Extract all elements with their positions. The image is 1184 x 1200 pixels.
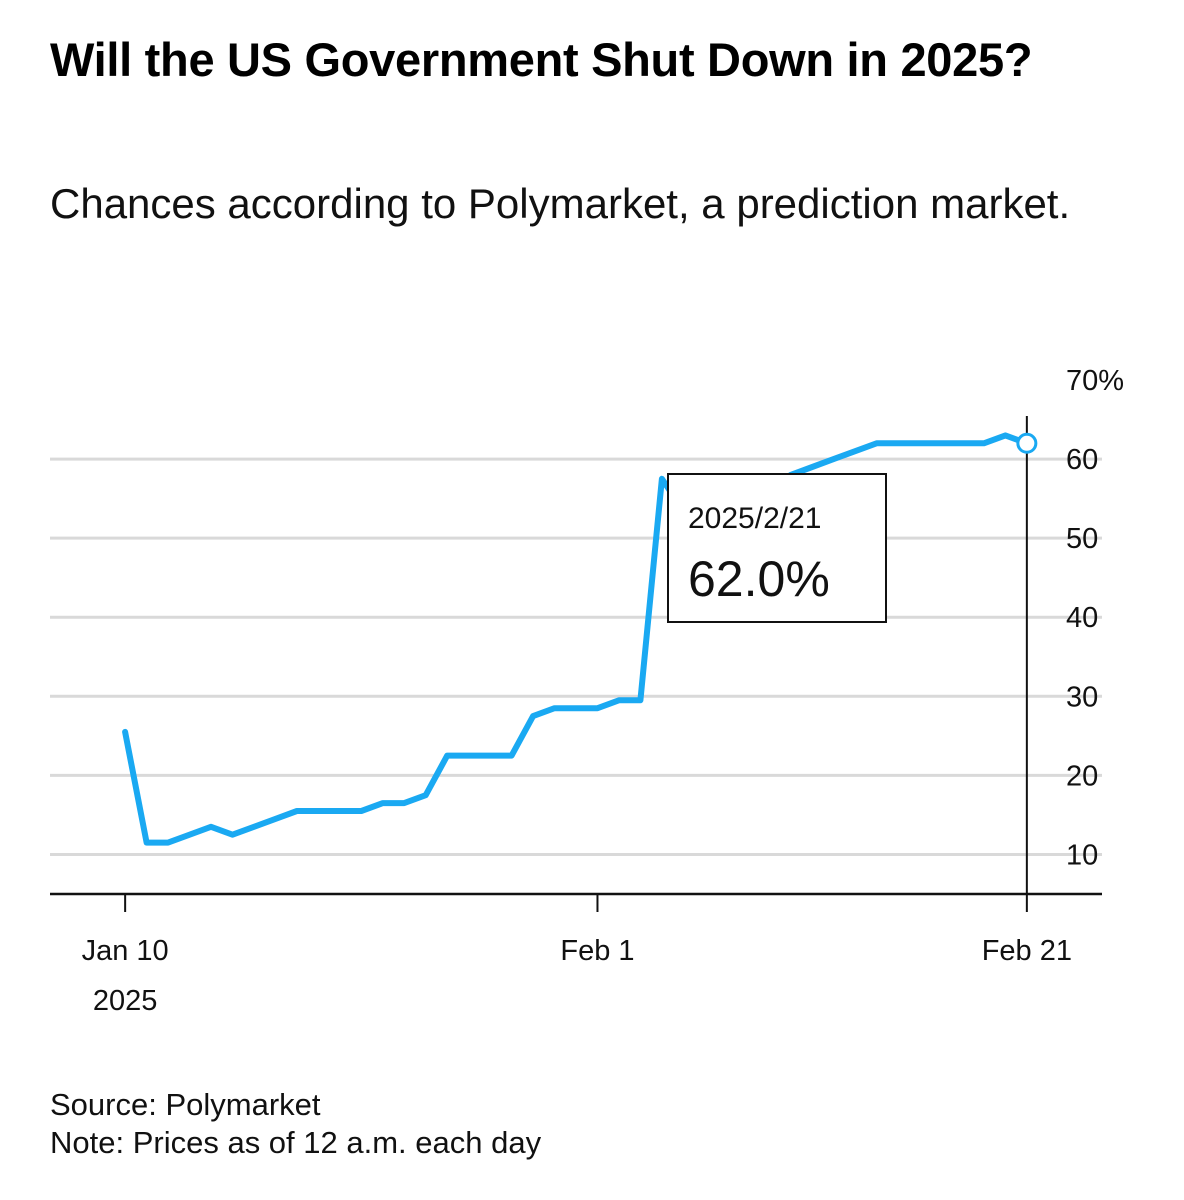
y-tick-label: 60: [1066, 444, 1098, 476]
y-tick-label: 70%: [1066, 365, 1124, 397]
x-tick-label: Jan 10: [82, 935, 169, 967]
y-axis-tick-labels: 70% 60 50 40 30 20 10: [1066, 365, 1124, 871]
x-axis: Jan 10 2025 Feb 1 Feb 21: [50, 416, 1102, 1017]
y-tick-label: 40: [1066, 602, 1098, 634]
series-line: [122, 432, 1030, 846]
line-chart: 70% 60 50 40 30 20 10 Jan 10 2025 Feb 1 Feb 21 20…: [50, 365, 1124, 1017]
tooltip: 2025/2/21 62.0%: [667, 473, 887, 623]
price-note: Note: Prices as of 12 a.m. each day: [50, 1125, 542, 1160]
y-tick-label: 30: [1066, 681, 1098, 713]
tooltip-date: 2025/2/21: [688, 502, 821, 535]
chart-title: Will the US Government Shut Down in 2025…: [50, 33, 1033, 86]
tooltip-value: 62.0%: [688, 551, 830, 607]
x-tick-sublabel: 2025: [93, 985, 158, 1017]
highlight-point[interactable]: [1016, 432, 1038, 454]
chart-footer: Source: Polymarket Note: Prices as of 12…: [50, 1086, 541, 1162]
grid-lines: [50, 457, 1102, 856]
series-layer: [122, 432, 1038, 846]
tooltip-box: [667, 473, 887, 623]
y-tick-label: 50: [1066, 523, 1098, 555]
source-note: Source: Polymarket: [50, 1087, 321, 1122]
y-tick-label: 20: [1066, 760, 1098, 792]
x-tick-label: Feb 21: [982, 935, 1072, 967]
chart-subtitle: Chances according to Polymarket, a predi…: [50, 180, 1071, 227]
x-tick-label: Feb 1: [560, 935, 634, 967]
y-tick-label: 10: [1066, 839, 1098, 871]
